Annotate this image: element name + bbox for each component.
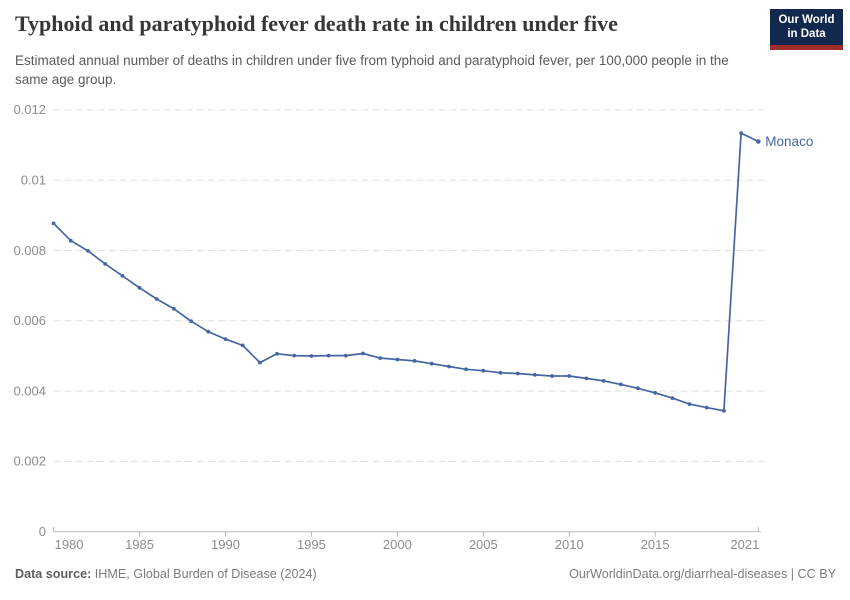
data-point[interactable] (154, 297, 159, 301)
data-point[interactable] (361, 351, 365, 356)
data-point[interactable] (739, 131, 743, 136)
data-source: Data source: IHME, Global Burden of Dise… (15, 567, 317, 581)
y-axis-tick-label: 0.008 (13, 243, 46, 258)
data-point[interactable] (533, 373, 537, 377)
data-point[interactable] (550, 374, 554, 378)
data-point[interactable] (670, 396, 675, 400)
owid-logo-line2: in Data (787, 28, 826, 41)
data-point[interactable] (515, 371, 520, 376)
data-point[interactable] (189, 319, 194, 324)
data-point[interactable] (412, 359, 417, 363)
data-point[interactable] (51, 221, 56, 226)
x-axis-tick-label: 2021 (730, 537, 759, 552)
data-point[interactable] (447, 364, 451, 369)
data-source-label: Data source: (15, 567, 92, 581)
data-point[interactable] (704, 405, 709, 410)
data-point[interactable] (395, 357, 400, 362)
data-point[interactable] (206, 329, 211, 334)
data-point[interactable] (223, 337, 228, 341)
y-axis-tick-label: 0.002 (13, 454, 46, 469)
x-axis-tick-label: 2000 (383, 537, 412, 552)
x-axis-tick-label: 1985 (125, 537, 154, 552)
series-line[interactable] (52, 132, 760, 412)
x-axis-tick-label: 1990 (211, 537, 240, 552)
data-point[interactable] (567, 374, 572, 378)
data-point[interactable] (601, 379, 606, 383)
data-point[interactable] (120, 273, 125, 278)
data-point[interactable] (429, 361, 434, 366)
owid-logo-line1: Our World (778, 14, 835, 26)
data-point[interactable] (636, 386, 640, 391)
data-point[interactable] (481, 368, 486, 373)
data-point[interactable] (687, 402, 692, 406)
y-axis-tick-label: 0.01 (21, 173, 46, 188)
data-point[interactable] (464, 367, 468, 372)
data-point[interactable] (618, 382, 623, 387)
data-point[interactable] (722, 408, 726, 413)
data-point[interactable] (137, 285, 142, 290)
data-source-text: IHME, Global Burden of Disease (2024) (91, 567, 317, 581)
data-point[interactable] (240, 343, 245, 348)
y-axis-tick-label: 0.004 (13, 383, 46, 398)
data-point[interactable] (326, 353, 331, 358)
series-end-label[interactable]: Monaco (765, 134, 813, 149)
data-point[interactable] (653, 391, 658, 395)
x-axis-tick-label: 2010 (555, 537, 584, 552)
data-point[interactable] (292, 353, 297, 358)
data-point[interactable] (172, 306, 176, 311)
y-axis-tick-label: 0.012 (13, 102, 46, 117)
x-axis-tick-label: 1995 (297, 537, 326, 552)
data-point[interactable] (275, 351, 279, 356)
data-point[interactable] (378, 356, 383, 360)
x-axis-tick-label: 2015 (641, 537, 670, 552)
data-point[interactable] (86, 249, 90, 253)
data-point[interactable] (103, 262, 108, 266)
data-point[interactable] (309, 354, 314, 358)
x-axis-tick-label: 2005 (469, 537, 498, 552)
chart-title: Typhoid and paratyphoid fever death rate… (15, 11, 618, 36)
data-point[interactable] (68, 238, 73, 243)
data-point[interactable] (498, 370, 503, 375)
chart-subtitle: Estimated annual number of deaths in chi… (15, 53, 729, 88)
data-point[interactable] (584, 376, 589, 381)
data-point[interactable] (343, 353, 348, 358)
data-point[interactable] (258, 360, 262, 365)
y-axis-tick-label: 0 (39, 524, 46, 539)
owid-link[interactable]: OurWorldinData.org/diarrheal-diseases | … (569, 567, 836, 581)
y-axis-tick-label: 0.006 (13, 313, 46, 328)
x-axis-tick-label: 1980 (55, 537, 84, 552)
data-point[interactable] (756, 139, 761, 144)
owid-logo[interactable]: Our World in Data (770, 9, 843, 50)
